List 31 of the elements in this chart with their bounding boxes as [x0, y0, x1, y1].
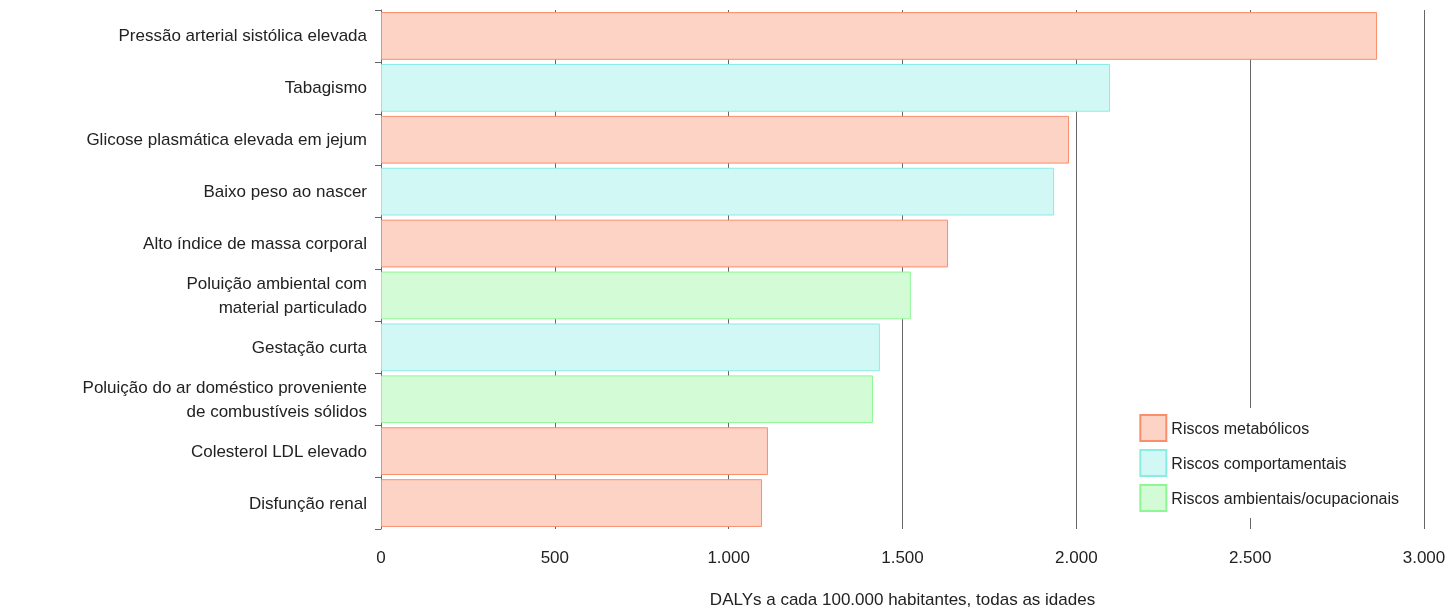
- x-tick-label: 2.500: [1228, 548, 1272, 567]
- bar: [381, 375, 873, 424]
- bar: [381, 323, 880, 372]
- y-tick-label: Poluição do ar doméstico proveniente de combustíveis sólidos: [82, 377, 367, 421]
- bar: [381, 479, 763, 527]
- y-tick-label: Alto índice de massa corporal: [143, 234, 367, 254]
- y-tick-label: Pressão arterial sistólica elevada: [118, 26, 368, 46]
- bar: [381, 167, 1055, 216]
- x-tick-label: 3.000: [1402, 548, 1446, 567]
- legend-label: Riscos metabólicos: [1171, 419, 1310, 437]
- y-tick-label: Colesterol LDL elevado: [190, 441, 367, 461]
- x-tick-label: 2.000: [1055, 548, 1098, 567]
- legend-label: Riscos comportamentais: [1171, 454, 1347, 472]
- x-axis-title: DALYs a cada 100.000 habitantes, todas as idades: [709, 590, 1096, 609]
- y-tick-label: Baixo peso ao nascer: [203, 182, 368, 202]
- bar: [381, 12, 1378, 60]
- bar: [381, 427, 768, 476]
- y-tick-label: Tabagismo: [284, 78, 367, 98]
- y-tick-label: Gestação curta: [251, 337, 368, 357]
- bar: [381, 271, 911, 320]
- y-tick-label: Glicose plasmática elevada em jejum: [86, 130, 367, 150]
- x-tick-label: 1.000: [707, 548, 750, 567]
- y-tick-label: Disfunção renal: [248, 493, 367, 513]
- bar: [381, 63, 1111, 112]
- bar: [381, 115, 1070, 164]
- legend-label: Riscos ambientais/ocupacionais: [1171, 489, 1399, 507]
- y-tick-label: Poluição ambiental com material particulado: [186, 273, 367, 317]
- x-tick-label: 0: [376, 548, 386, 567]
- x-tick-label: 1.500: [881, 548, 924, 567]
- bar: [381, 219, 949, 268]
- x-tick-label: 500: [540, 548, 570, 567]
